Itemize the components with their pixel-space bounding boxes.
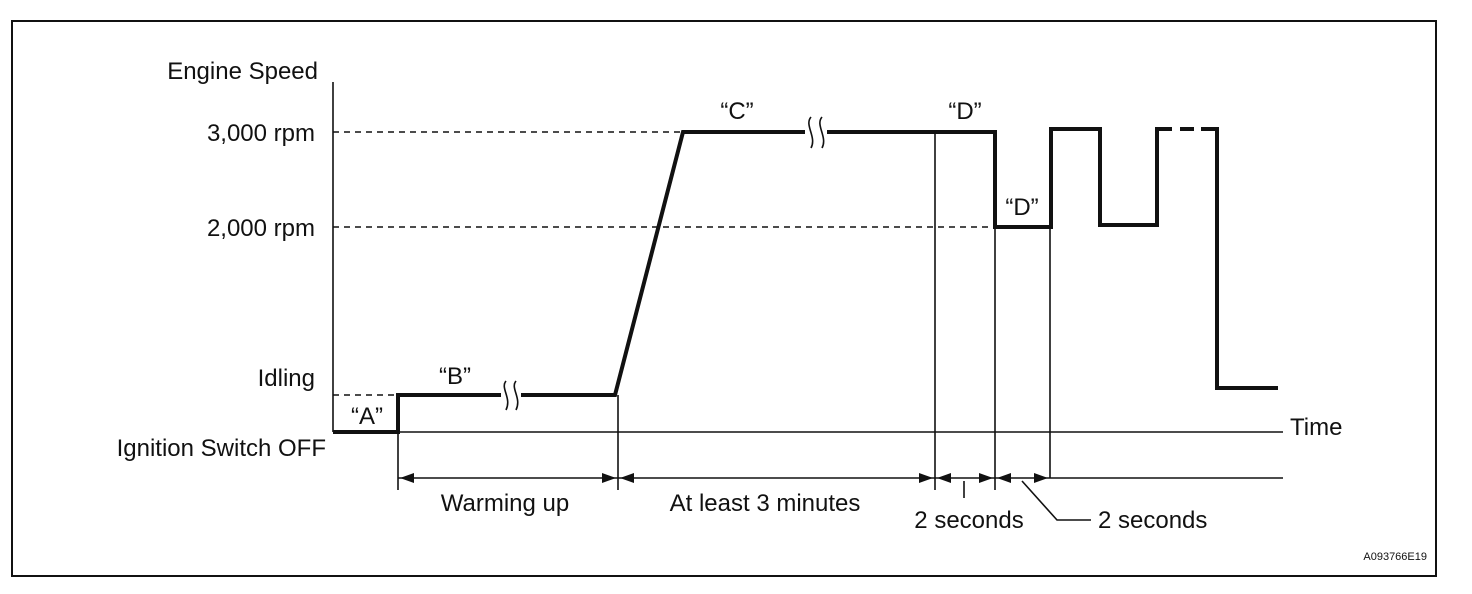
arrow-2s1-right (979, 473, 993, 483)
leader-2s-2 (1021, 480, 1091, 521)
label-3000-rpm: 3,000 rpm (207, 120, 315, 147)
engine-speed-trace-end (1201, 127, 1278, 390)
phase-b-label: “B” (439, 363, 471, 390)
label-2000-rpm: 2,000 rpm (207, 215, 315, 242)
break-mark-c (805, 116, 827, 149)
duration-2-seconds-1: 2 seconds (914, 507, 1023, 534)
figure-code: A093766E19 (1363, 551, 1427, 563)
duration-warming-up: Warming up (441, 490, 569, 517)
label-ignition-off: Ignition Switch OFF (117, 435, 326, 462)
arrow-3min-right (919, 473, 933, 483)
duration-2-seconds-2: 2 seconds (1098, 507, 1207, 534)
arrow-2s2-left (997, 473, 1011, 483)
label-idling: Idling (258, 365, 315, 392)
arrow-warmup-left (400, 473, 414, 483)
phase-d-low-label: “D” (1005, 194, 1038, 221)
phase-a-label: “A” (351, 403, 383, 430)
y-axis-title: Engine Speed (167, 58, 318, 85)
phase-c-label: “C” (720, 98, 753, 125)
arrow-3min-left (620, 473, 634, 483)
arrow-warmup-right (602, 473, 616, 483)
figure-frame (11, 20, 1437, 577)
engine-speed-trace (333, 127, 1172, 434)
duration-at-least-3-minutes: At least 3 minutes (670, 490, 861, 517)
break-mark-b (501, 380, 521, 411)
arrow-2s2-right (1034, 473, 1048, 483)
x-axis-title: Time (1290, 414, 1342, 441)
phase-d-high-label: “D” (948, 98, 981, 125)
arrow-2s1-left (937, 473, 951, 483)
